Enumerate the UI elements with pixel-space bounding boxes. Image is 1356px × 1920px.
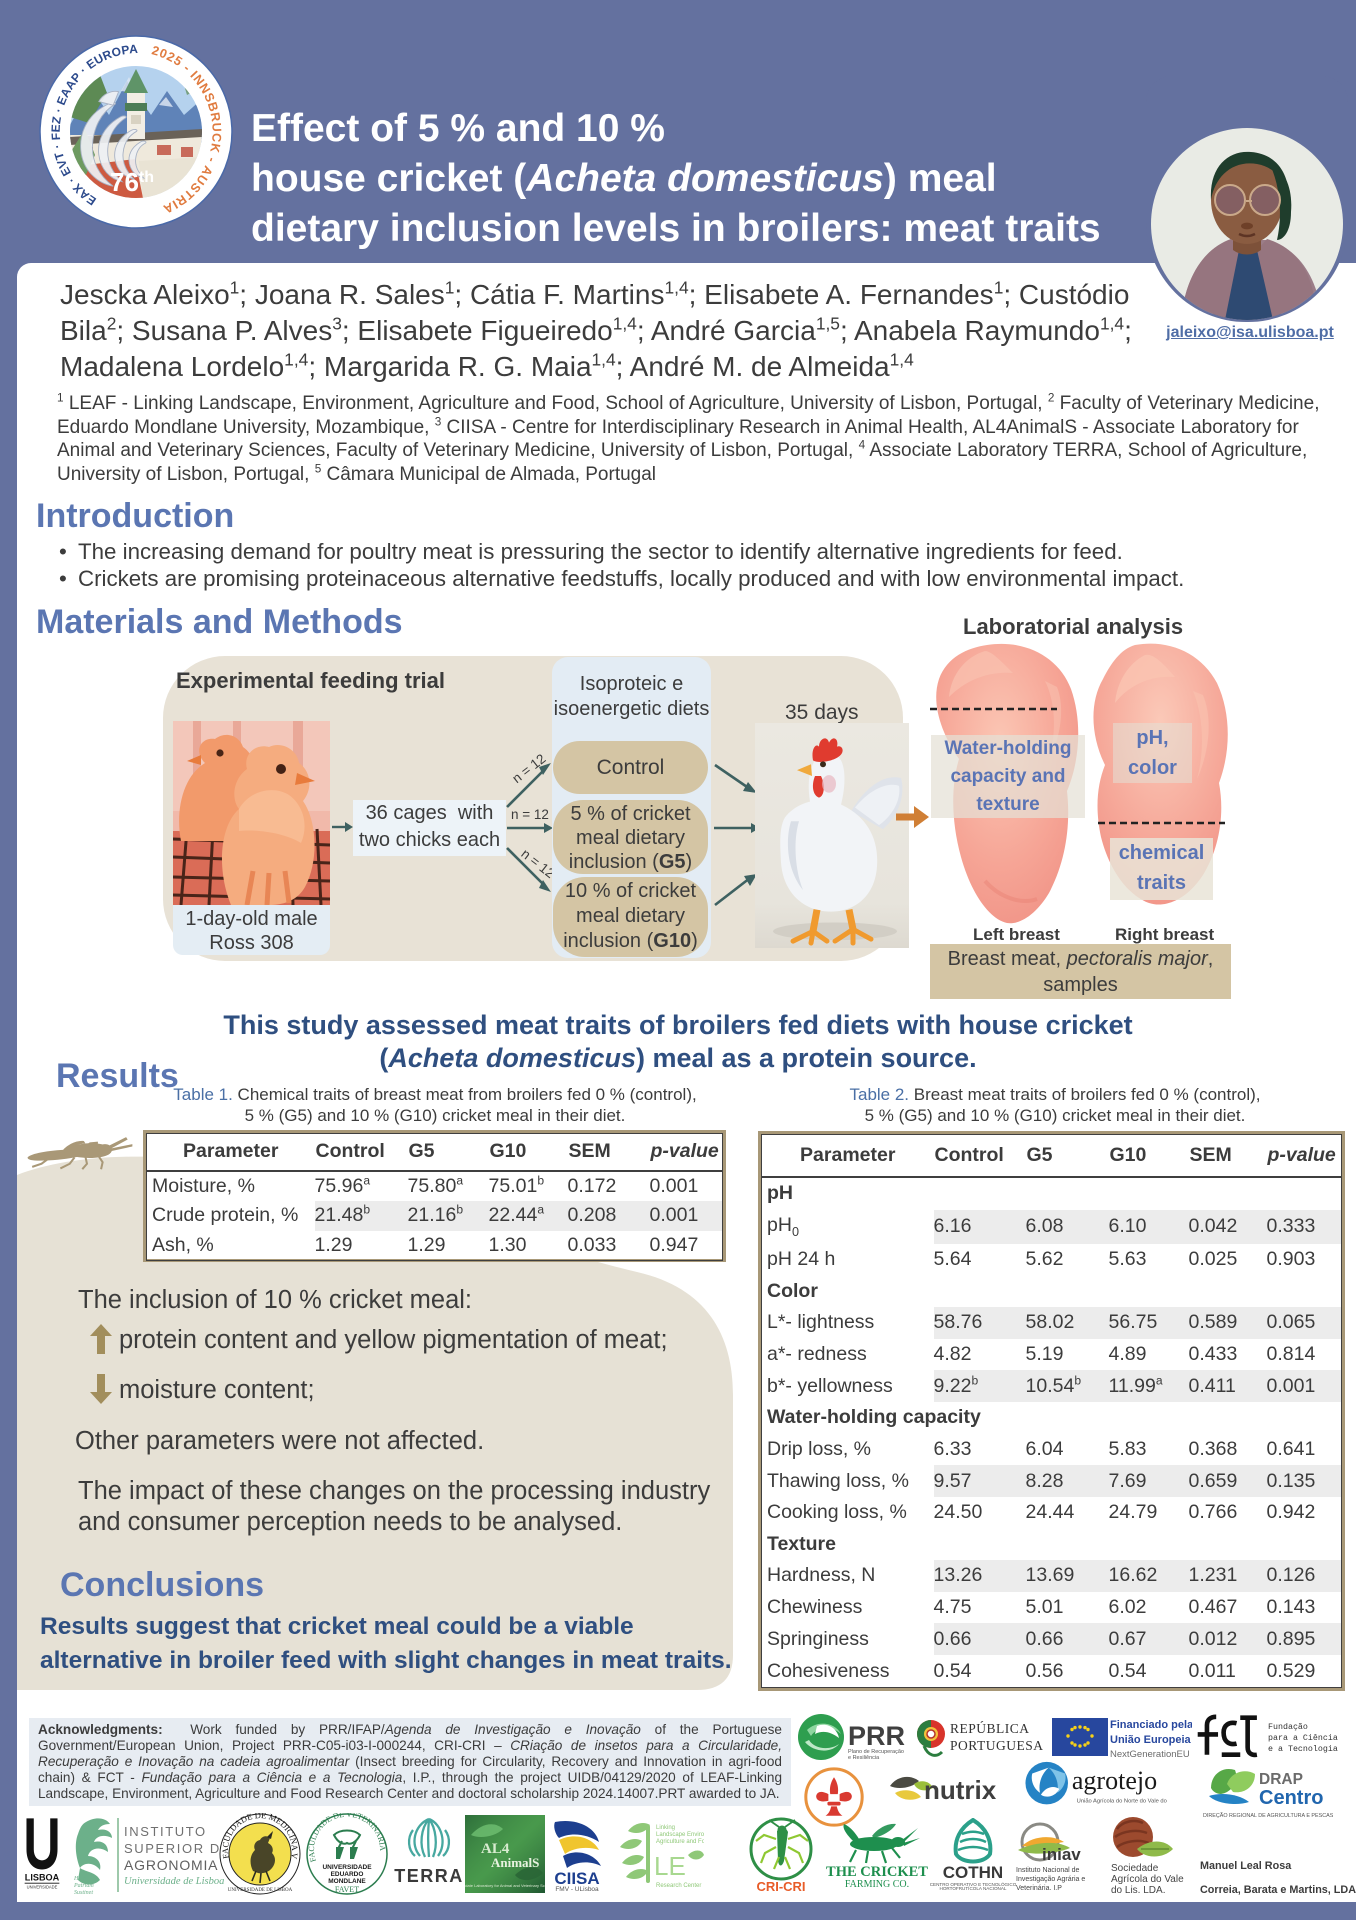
- svg-text:União Agrícola do Norte do Val: União Agrícola do Norte do Vale do Tejo: [1077, 1798, 1168, 1804]
- svg-text:DRAP: DRAP: [1259, 1771, 1303, 1788]
- svg-text:NextGenerationEU: NextGenerationEU: [1110, 1749, 1190, 1760]
- svg-text:Sociedade: Sociedade: [1111, 1863, 1159, 1874]
- svg-text:AL4: AL4: [481, 1841, 510, 1857]
- svg-text:PORTUGUESA: PORTUGUESA: [950, 1738, 1043, 1753]
- svg-text:UNIVERSIDADE DE LISBOA: UNIVERSIDADE DE LISBOA: [228, 1888, 293, 1893]
- svg-text:nutrix: nutrix: [924, 1775, 997, 1805]
- svg-text:CENTRO OPERATIVO E TECNOLÓGICO: CENTRO OPERATIVO E TECNOLÓGICO: [930, 1881, 1016, 1887]
- svg-text:THE CRICKET: THE CRICKET: [826, 1864, 928, 1880]
- svg-text:MONDLANE: MONDLANE: [328, 1878, 366, 1885]
- svg-text:Landscape Environment: Landscape Environment: [656, 1832, 704, 1838]
- svg-text:HORTOFRUTÍCOLA NACIONAL: HORTOFRUTÍCOLA NACIONAL: [940, 1885, 1007, 1890]
- svg-text:Instituto Nacional de: Instituto Nacional de: [1016, 1867, 1080, 1874]
- svg-text:Plano de Recuperação: Plano de Recuperação: [848, 1749, 904, 1755]
- svg-text:FARMING CO.: FARMING CO.: [845, 1879, 909, 1890]
- svg-text:Hinc: Hinc: [73, 1876, 86, 1882]
- svg-text:LISBOA: LISBOA: [25, 1872, 60, 1882]
- svg-text:Research Center: Research Center: [656, 1883, 701, 1889]
- svg-text:SUPERIOR D: SUPERIOR D: [124, 1841, 221, 1856]
- svg-text:agrotejo: agrotejo: [1072, 1766, 1157, 1795]
- svg-text:FAVET: FAVET: [335, 1885, 359, 1894]
- svg-text:iniav: iniav: [1042, 1845, 1081, 1864]
- svg-text:Fundação: Fundação: [1268, 1722, 1308, 1732]
- svg-text:FMV - ULisboa: FMV - ULisboa: [555, 1886, 599, 1892]
- svg-text:UNIVERSIDADE: UNIVERSIDADE: [322, 1864, 372, 1871]
- svg-text:CIISA: CIISA: [554, 1869, 599, 1888]
- svg-text:UNIVERSIDADE: UNIVERSIDADE: [27, 1885, 58, 1890]
- svg-text:CRI-CRI: CRI-CRI: [756, 1879, 805, 1894]
- svg-text:Linking: Linking: [656, 1825, 675, 1831]
- svg-text:para a Ciência: para a Ciência: [1268, 1733, 1338, 1743]
- svg-text:Investigação Agrária e: Investigação Agrária e: [1016, 1876, 1085, 1883]
- svg-text:Financiado pela: Financiado pela: [1110, 1719, 1192, 1731]
- svg-text:Patriam: Patriam: [73, 1883, 94, 1889]
- svg-text:Veterinária, I.P: Veterinária, I.P: [1016, 1885, 1062, 1890]
- svg-text:e Resiliência: e Resiliência: [848, 1755, 880, 1761]
- svg-text:REPÚBLICA: REPÚBLICA: [950, 1721, 1030, 1736]
- svg-text:Sustinet: Sustinet: [74, 1890, 93, 1896]
- svg-text:LE: LE: [654, 1851, 686, 1881]
- svg-text:Agrícola do Vale: Agrícola do Vale: [1111, 1874, 1184, 1885]
- svg-text:União Europeia: União Europeia: [1110, 1734, 1192, 1746]
- svg-text:INSTITUTO: INSTITUTO: [124, 1824, 207, 1839]
- svg-text:TERRA: TERRA: [394, 1866, 464, 1886]
- svg-text:Universidade de Lisboa: Universidade de Lisboa: [124, 1876, 224, 1887]
- svg-text:AnimalS: AnimalS: [491, 1855, 539, 1870]
- svg-text:EDUARDO: EDUARDO: [331, 1871, 364, 1878]
- svg-text:AGRONOMIA: AGRONOMIA: [124, 1857, 218, 1873]
- svg-text:COTHN: COTHN: [943, 1863, 1003, 1882]
- svg-text:PRR: PRR: [848, 1721, 905, 1751]
- svg-text:Centro: Centro: [1259, 1787, 1323, 1809]
- svg-text:DIREÇÃO REGIONAL DE AGRICULTUR: DIREÇÃO REGIONAL DE AGRICULTURA E PESCAS…: [1203, 1812, 1333, 1819]
- svg-text:Associate Laboratory for Anima: Associate Laboratory for Animal and Vete…: [465, 1883, 545, 1888]
- svg-text:Agriculture and Food: Agriculture and Food: [656, 1839, 704, 1845]
- svg-text:do Lis, LDA.: do Lis, LDA.: [1111, 1885, 1165, 1893]
- svg-text:e a Tecnologia: e a Tecnologia: [1268, 1744, 1338, 1754]
